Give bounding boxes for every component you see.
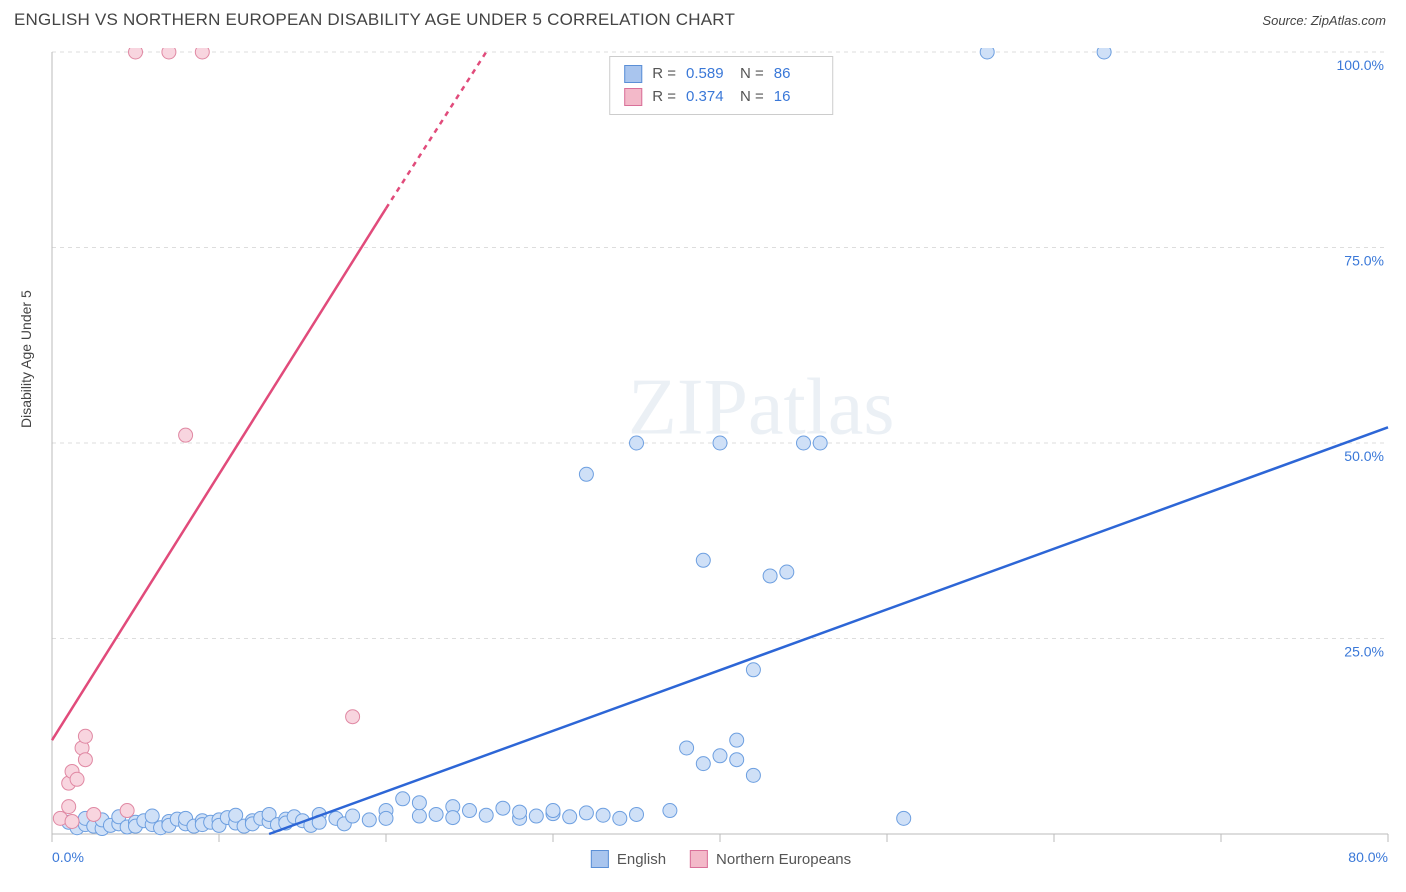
legend-swatch: [591, 850, 609, 868]
y-tick-label: 50.0%: [1344, 448, 1384, 464]
data-point: [713, 436, 727, 450]
plot-area: 25.0% 50.0% 75.0% 100.0% 0.0% 80.0%: [50, 48, 1392, 866]
data-point: [195, 48, 209, 59]
data-point: [613, 811, 627, 825]
data-point: [513, 805, 527, 819]
data-point: [630, 436, 644, 450]
legend: English Northern Europeans: [591, 850, 851, 868]
r-label: R =: [652, 63, 676, 86]
legend-item: Northern Europeans: [690, 850, 851, 868]
y-tick-label: 25.0%: [1344, 644, 1384, 660]
data-point: [780, 565, 794, 579]
legend-label: Northern Europeans: [716, 851, 851, 868]
data-point: [129, 48, 143, 59]
data-point: [78, 753, 92, 767]
data-point: [1097, 48, 1111, 59]
data-point: [65, 814, 79, 828]
data-point: [546, 804, 560, 818]
data-point: [980, 48, 994, 59]
data-point: [87, 807, 101, 821]
series-swatch: [624, 88, 642, 106]
data-point: [680, 741, 694, 755]
data-point: [713, 749, 727, 763]
stats-row: R = 0.589 N = 86: [624, 63, 818, 86]
data-point: [730, 733, 744, 747]
data-point: [630, 807, 644, 821]
data-point: [162, 48, 176, 59]
chart-title: ENGLISH VS NORTHERN EUROPEAN DISABILITY …: [14, 10, 735, 30]
r-label: R =: [652, 86, 676, 109]
data-point: [696, 757, 710, 771]
chart-header: ENGLISH VS NORTHERN EUROPEAN DISABILITY …: [0, 0, 1406, 34]
x-tick-label: 0.0%: [52, 849, 84, 865]
data-point: [897, 811, 911, 825]
data-point: [563, 810, 577, 824]
data-point: [396, 792, 410, 806]
data-point: [446, 811, 460, 825]
stats-box: R = 0.589 N = 86 R = 0.374 N = 16: [609, 56, 833, 115]
source-attribution: Source: ZipAtlas.com: [1262, 13, 1386, 28]
n-value: 16: [774, 86, 818, 109]
data-point: [70, 772, 84, 786]
data-point: [663, 804, 677, 818]
scatter-chart: Disability Age Under 5 ZIPatlas 25.0%50.…: [50, 48, 1392, 866]
data-point: [62, 800, 76, 814]
data-point: [529, 809, 543, 823]
trend-line: [52, 208, 386, 740]
y-tick-label: 75.0%: [1344, 253, 1384, 269]
data-point: [746, 663, 760, 677]
legend-item: English: [591, 850, 666, 868]
trend-line: [269, 427, 1388, 834]
data-point: [346, 710, 360, 724]
n-label: N =: [740, 63, 764, 86]
trend-line-extrapolated: [386, 52, 486, 208]
data-point: [579, 467, 593, 481]
source-label: Source:: [1262, 13, 1307, 28]
y-axis-label: Disability Age Under 5: [18, 290, 34, 428]
data-point: [429, 807, 443, 821]
data-point: [496, 801, 510, 815]
data-point: [379, 811, 393, 825]
source-value: ZipAtlas.com: [1311, 13, 1386, 28]
data-point: [813, 436, 827, 450]
n-value: 86: [774, 63, 818, 86]
data-point: [145, 809, 159, 823]
stats-row: R = 0.374 N = 16: [624, 86, 818, 109]
series-swatch: [624, 65, 642, 83]
n-label: N =: [740, 86, 764, 109]
data-point: [746, 768, 760, 782]
data-point: [412, 809, 426, 823]
data-point: [346, 809, 360, 823]
data-point: [362, 813, 376, 827]
data-point: [579, 806, 593, 820]
data-point: [730, 753, 744, 767]
data-point: [463, 804, 477, 818]
data-point: [479, 808, 493, 822]
data-point: [120, 804, 134, 818]
y-tick-label: 100.0%: [1337, 57, 1384, 73]
data-point: [596, 808, 610, 822]
data-point: [696, 553, 710, 567]
data-point: [763, 569, 777, 583]
data-point: [412, 796, 426, 810]
data-point: [78, 729, 92, 743]
x-tick-label: 80.0%: [1348, 849, 1388, 865]
data-point: [179, 428, 193, 442]
legend-label: English: [617, 851, 666, 868]
r-value: 0.374: [686, 86, 730, 109]
legend-swatch: [690, 850, 708, 868]
r-value: 0.589: [686, 63, 730, 86]
data-point: [797, 436, 811, 450]
